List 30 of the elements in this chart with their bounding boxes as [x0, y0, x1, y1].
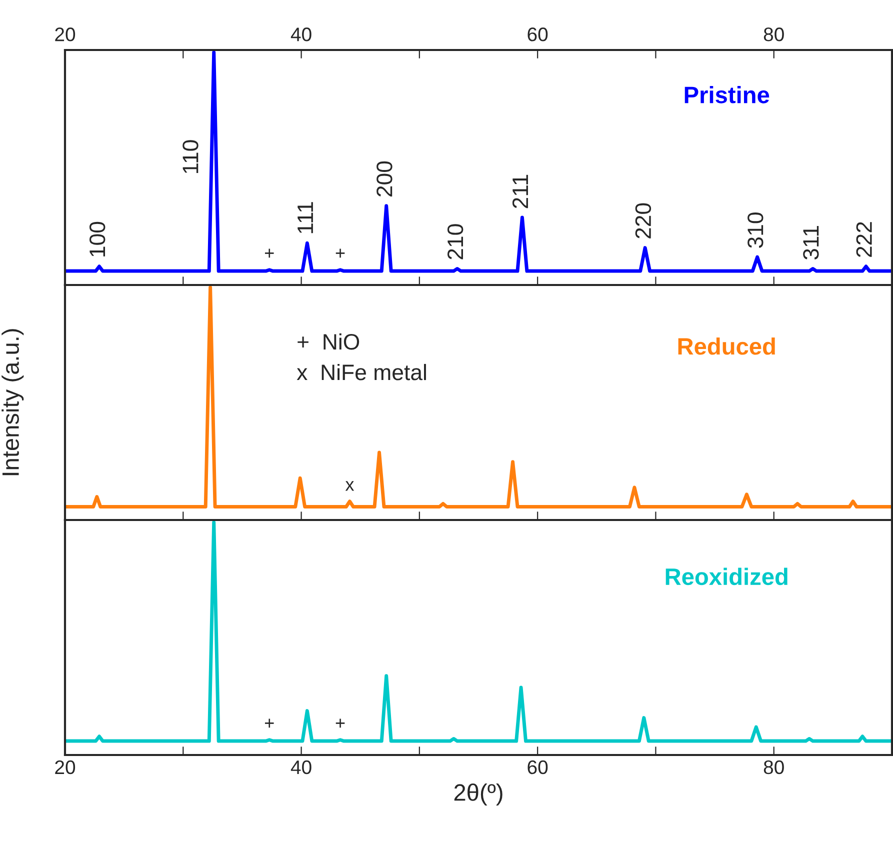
x-axis-title: 2θ(º) — [454, 784, 502, 806]
annotation: x — [345, 481, 354, 491]
annotation: + — [264, 718, 274, 728]
x-tick-label: 40 — [290, 28, 312, 42]
annotation: + NiO — [298, 333, 360, 350]
x-tick-label: 60 — [528, 28, 548, 42]
annotation: 310 — [748, 212, 764, 248]
annotation: 200 — [376, 161, 392, 196]
text: Reduced — [678, 337, 775, 355]
x-tick-label: 40 — [290, 760, 312, 774]
annotation: 110 — [182, 140, 198, 174]
annotation: 211 — [512, 174, 528, 208]
annotation: 100 — [89, 222, 106, 256]
x-tick-label: 60 — [528, 760, 548, 774]
annotation: x NiFe metal — [296, 364, 426, 380]
x-tick-label: 80 — [764, 28, 784, 42]
annotation: + — [336, 248, 345, 258]
text: Pristine — [684, 86, 770, 104]
annotation: 220 — [635, 203, 652, 238]
x-tick-label: 20 — [55, 760, 76, 774]
annotation: 210 — [447, 224, 464, 260]
annotation: 222 — [856, 222, 872, 257]
annotation: 311 — [803, 226, 819, 260]
y-axis-title: Intensity (a.u.) — [2, 329, 24, 476]
annotation: + — [264, 248, 274, 258]
annotation: 111 — [298, 202, 313, 234]
annotation: + — [336, 718, 345, 728]
x-tick-label: 20 — [55, 28, 76, 42]
x-tick-label: 80 — [764, 760, 784, 774]
text: Reoxidized — [666, 568, 788, 586]
